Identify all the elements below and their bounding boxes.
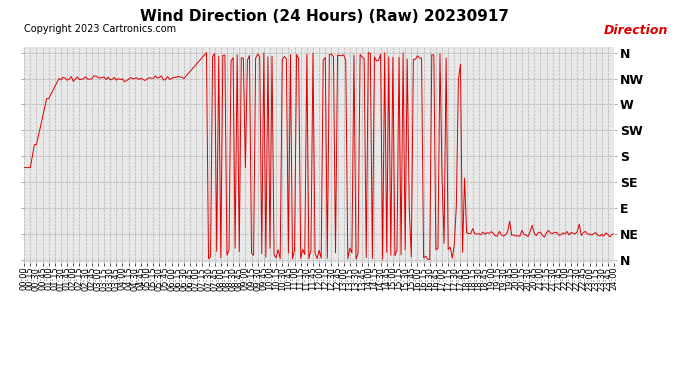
- Text: Direction: Direction: [604, 24, 668, 38]
- Text: Wind Direction (24 Hours) (Raw) 20230917: Wind Direction (24 Hours) (Raw) 20230917: [140, 9, 509, 24]
- Text: Copyright 2023 Cartronics.com: Copyright 2023 Cartronics.com: [24, 24, 176, 34]
